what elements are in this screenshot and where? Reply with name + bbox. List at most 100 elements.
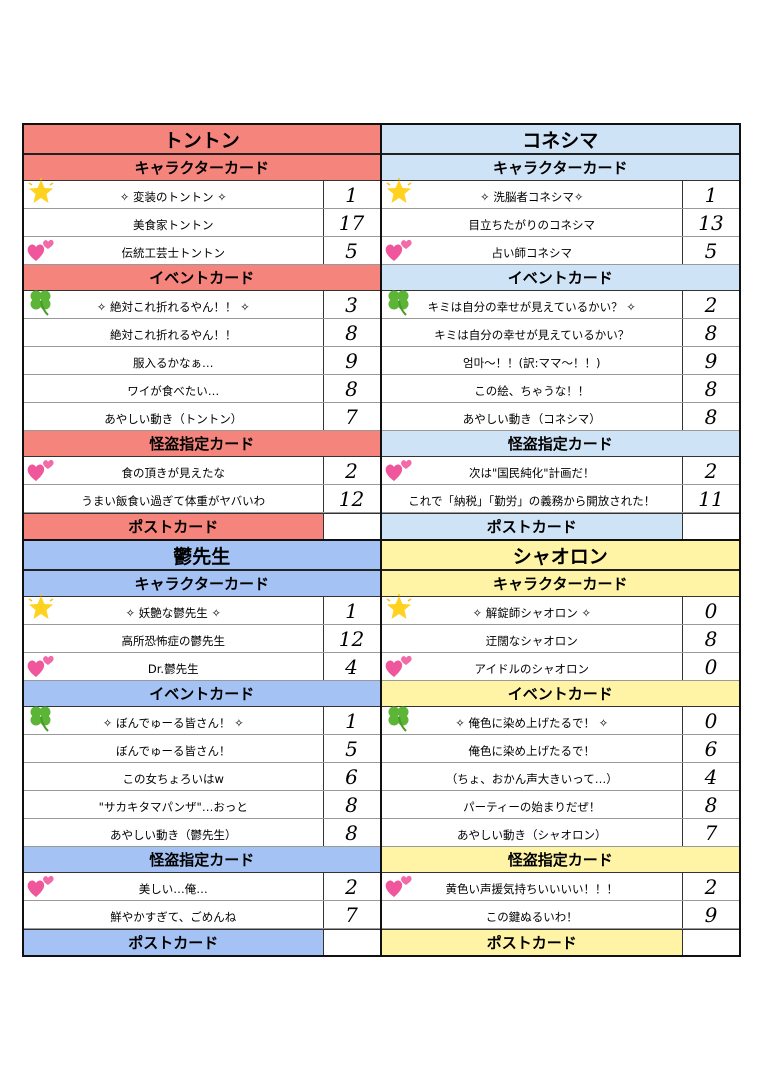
table-row: あやしい動き（シャオロン） 7	[381, 819, 739, 847]
card-category-header: イベントカード	[24, 681, 380, 707]
table-row: 服入るかなぁ… 9	[24, 347, 380, 375]
card-name: 食の頂きが見えたな	[121, 465, 226, 480]
card-name: ✧ ぼんでゅーる皆さん！ ✧	[102, 715, 244, 730]
star-icon	[384, 593, 414, 623]
card-count: 12	[322, 625, 380, 652]
table-row: 엄마～！！(訳:ママ～！！) 9	[381, 347, 739, 375]
card-category-header: 怪盗指定カード	[24, 847, 380, 873]
section-title: コネシマ	[381, 125, 739, 155]
table-row: 目立ちたがりのコネシマ 13	[381, 209, 739, 237]
table-row: 高所恐怖症の鬱先生 12	[24, 625, 380, 653]
star-icon	[384, 177, 414, 207]
card-count: 3	[322, 291, 380, 318]
card-count: 4	[682, 763, 739, 790]
card-category-header: イベントカード	[24, 265, 380, 291]
four-leaf-clover-icon	[26, 287, 56, 317]
table-row: 絶対これ折れるやん！！ 8	[24, 319, 380, 347]
postcard-label: ポストカード	[128, 934, 219, 952]
card-name: キミは自分の幸せが見えているかい？ ✧	[427, 299, 636, 314]
card-name: （ちょ、おかん声大きいって…）	[445, 771, 618, 786]
card-count: 2	[682, 291, 739, 318]
table-row: この絵、ちゃうな！！ 8	[381, 375, 739, 403]
postcard-row: ポストカード	[381, 513, 739, 539]
card-name: 美しい…俺…	[138, 881, 208, 896]
table-row: キミは自分の幸せが見えているかい？ ✧ 2	[381, 290, 739, 319]
postcard-row: ポストカード	[24, 513, 380, 539]
card-count: 1	[322, 597, 380, 624]
table-row: 伝統工芸士トントン 5	[24, 237, 380, 265]
card-count: 2	[322, 457, 380, 484]
card-name: 鮮やかすぎて、ごめんね	[110, 909, 237, 924]
table-row: ✧ 俺色に染め上げたるで！ ✧ 0	[381, 706, 739, 735]
two-hearts-icon	[26, 649, 56, 679]
card-name: あやしい動き（シャオロン）	[457, 827, 607, 842]
card-category-header: イベントカード	[381, 265, 739, 291]
card-name: Dr.鬱先生	[147, 661, 199, 676]
card-name: あやしい動き（コネシマ）	[462, 411, 601, 426]
card-count: 0	[682, 597, 739, 624]
table-row: 迂闊なシャオロン 8	[381, 625, 739, 653]
table-row: この鍵ぬるいわ！ 9	[381, 901, 739, 929]
card-count: 8	[682, 625, 739, 652]
card-count: 8	[682, 403, 739, 430]
table-row: 占い師コネシマ 5	[381, 237, 739, 265]
card-category-header: 怪盗指定カード	[381, 847, 739, 873]
card-category-header: キャラクターカード	[381, 155, 739, 181]
two-hearts-icon	[384, 233, 414, 263]
table-row: アイドルのシャオロン 0	[381, 653, 739, 681]
table-row: 黄色い声援気持ちいいいい！！！ 2	[381, 873, 739, 901]
card-count: 17	[322, 209, 380, 236]
star-icon	[26, 593, 56, 623]
card-count: 8	[682, 319, 739, 346]
card-count: 7	[322, 901, 380, 928]
card-name: 俺色に染め上げたるで！	[468, 743, 596, 758]
section-title: トントン	[24, 125, 380, 155]
two-hearts-icon	[26, 453, 56, 483]
postcard-label: ポストカード	[128, 518, 219, 536]
card-name: 占い師コネシマ	[491, 245, 573, 260]
postcard-count	[682, 930, 739, 955]
card-name: 迂闊なシャオロン	[485, 633, 578, 648]
card-count: 2	[682, 873, 739, 900]
card-count: 8	[682, 791, 739, 818]
four-leaf-clover-icon	[384, 703, 414, 733]
card-name: この絵、ちゃうな！！	[474, 383, 590, 398]
card-name: 엄마～！！(訳:ママ～！！)	[462, 355, 601, 370]
table-row: 食の頂きが見えたな 2	[24, 457, 380, 485]
character-section: 鬱先生 キャラクターカード ✧ 妖艶な鬱先生 ✧ 1 高所恐怖症の鬱先生 12 Dr.鬱先生…	[24, 541, 382, 955]
card-count: 0	[682, 653, 739, 680]
card-name: パーティーの始まりだぜ！	[463, 799, 601, 814]
card-count: 12	[322, 485, 380, 512]
card-count: 1	[682, 181, 739, 208]
card-name: アイドルのシャオロン	[474, 661, 589, 676]
section-title: 鬱先生	[24, 541, 380, 571]
table-row: この女ちょろいはw 6	[24, 763, 380, 791]
card-name: あやしい動き（トントン）	[104, 411, 243, 426]
card-category-header: 怪盗指定カード	[24, 431, 380, 457]
table-row: 美しい…俺… 2	[24, 873, 380, 901]
card-count: 6	[682, 735, 739, 762]
card-count: 2	[322, 873, 380, 900]
card-count: 5	[682, 237, 739, 264]
card-name: うまい飯食い過ぎて体重がヤバいわ	[81, 493, 266, 508]
card-count: 7	[322, 403, 380, 430]
card-count: 2	[682, 457, 739, 484]
two-hearts-icon	[384, 649, 414, 679]
card-name: この女ちょろいはw	[122, 771, 224, 786]
character-section: トントン キャラクターカード ✧ 変装のトントン ✧ 1 美食家トントン 17 伝統工芸士ト…	[24, 125, 382, 541]
table-row: ✧ 絶対これ折れるやん！！ ✧ 3	[24, 290, 380, 319]
card-count: 1	[322, 181, 380, 208]
card-name: あやしい動き（鬱先生）	[110, 827, 237, 842]
table-row: ぼんでゅーる皆さん！ 5	[24, 735, 380, 763]
table-row: ✧ 洗脳者コネシマ✧ 1	[381, 178, 739, 209]
four-leaf-clover-icon	[384, 287, 414, 317]
card-inventory-table: トントン キャラクターカード ✧ 変装のトントン ✧ 1 美食家トントン 17 伝統工芸士ト…	[22, 123, 741, 957]
table-row: "サカキタマパンザ"…おっと 8	[24, 791, 380, 819]
table-row: ワイが食べたい… 8	[24, 375, 380, 403]
card-name: 服入るかなぁ…	[133, 355, 214, 370]
table-row: （ちょ、おかん声大きいって…） 4	[381, 763, 739, 791]
card-name: ✧ 変装のトントン ✧	[119, 189, 227, 204]
card-count: 5	[322, 237, 380, 264]
table-row: ✧ 妖艶な鬱先生 ✧ 1	[24, 594, 380, 625]
card-count: 9	[682, 901, 739, 928]
